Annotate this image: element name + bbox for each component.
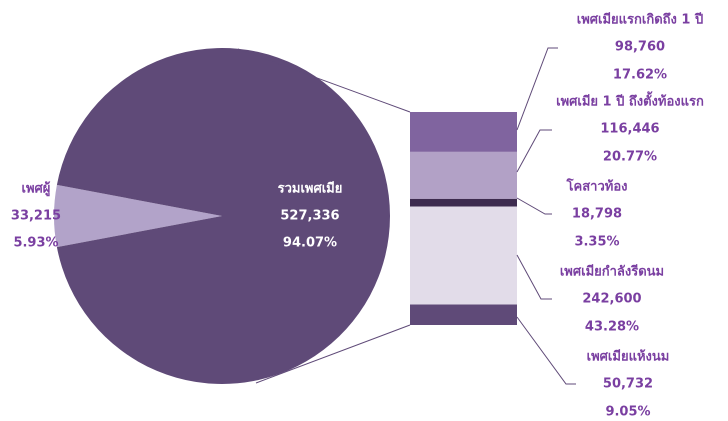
pie-percent: 94.07%	[283, 236, 337, 251]
bar-value: 18,798	[572, 207, 622, 222]
bar-label: โคสาวท้อง	[566, 178, 628, 195]
connector	[255, 324, 411, 384]
bar-value: 50,732	[603, 377, 653, 392]
pie-label: เพศผู้	[22, 181, 51, 197]
bar-value: 242,600	[582, 292, 641, 307]
bar-value: 116,446	[600, 122, 659, 137]
leader-line	[516, 254, 552, 300]
pie-slice	[56, 47, 391, 385]
leader-line	[516, 197, 552, 215]
bar-label: เพศเมียแรกเกิดถึง 1 ปี	[577, 12, 703, 28]
pie-percent: 5.93%	[13, 236, 58, 251]
bar-segment	[410, 112, 517, 152]
bar-percent: 3.35%	[574, 235, 619, 250]
pie-value: 33,215	[11, 209, 61, 224]
leader-line	[516, 129, 552, 173]
bar-percent: 20.77%	[603, 150, 657, 165]
bar-label: เพศเมีย 1 ปี ถึงตั้งท้องแรก	[556, 91, 704, 110]
leader-line	[516, 47, 558, 131]
bar-segment	[410, 206, 517, 305]
bar-value: 98,760	[615, 40, 665, 55]
pie-value: 527,336	[280, 209, 339, 224]
bar-segment	[410, 198, 517, 207]
bar-percent: 43.28%	[585, 320, 639, 335]
bar-segment	[410, 151, 517, 199]
bar-label: เพศเมียกำลังรีดนม	[560, 264, 664, 280]
bar-label: เพศเมียแห้งนม	[587, 349, 670, 365]
bar-percent: 9.05%	[605, 405, 650, 420]
pie-slice	[53, 184, 222, 248]
bar-segment	[410, 304, 517, 325]
connector	[237, 48, 411, 113]
pie-label: รวมเพศเมีย	[278, 181, 343, 197]
bar-percent: 17.62%	[613, 68, 667, 83]
leader-line	[516, 316, 576, 385]
